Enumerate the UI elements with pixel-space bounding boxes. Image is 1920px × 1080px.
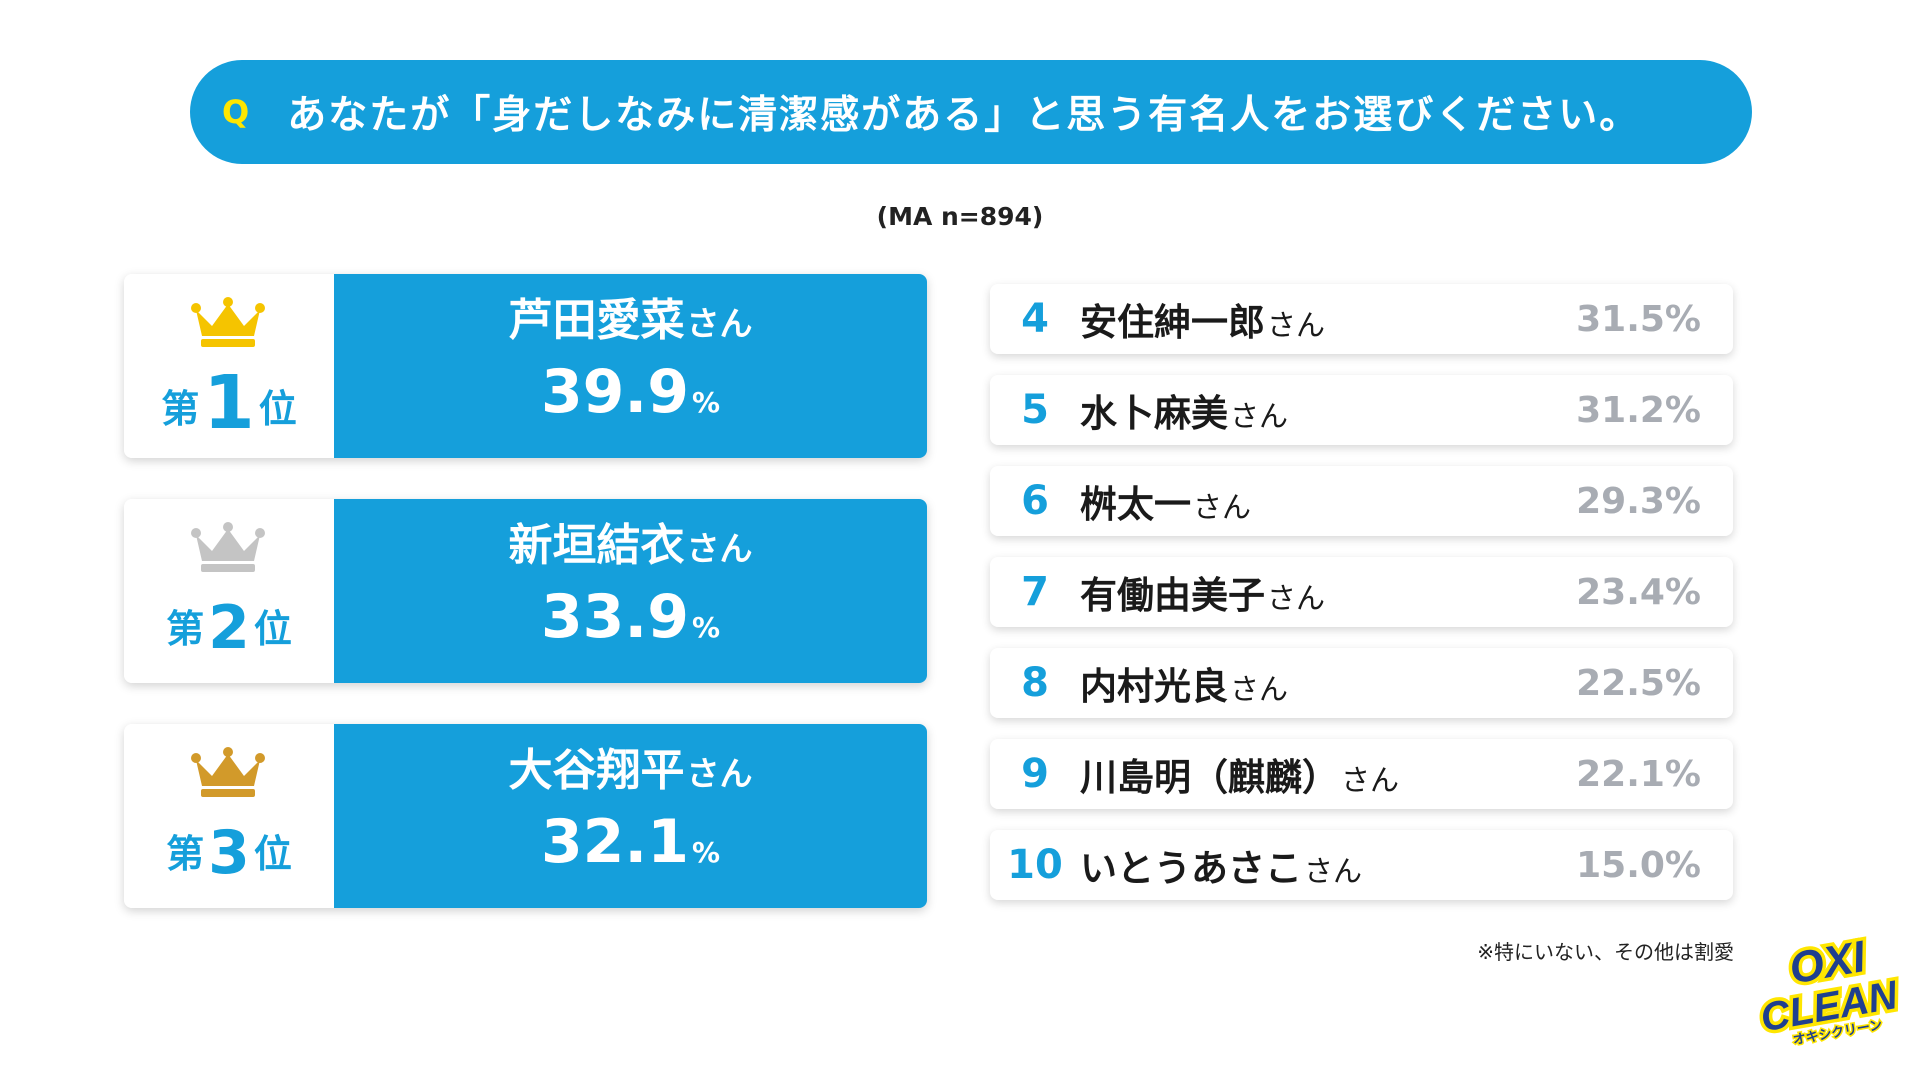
- silver-crown-icon: [191, 522, 265, 572]
- name-text: 大谷翔平: [508, 745, 685, 796]
- rank-row-9: 9 川島明（麒麟）さん 22.1%: [990, 739, 1733, 809]
- rank-badge-1: 第1 位: [124, 274, 334, 458]
- rank-number: 3: [208, 818, 250, 888]
- rank-prefix: 第: [161, 387, 200, 431]
- rank-number: 6: [1021, 478, 1049, 524]
- percentage-2: 33.9%: [541, 579, 720, 666]
- name-suffix: さん: [1267, 308, 1326, 342]
- celebrity-name: いとうあさこさん: [1080, 838, 1541, 892]
- percentage-value: 22.5%: [1576, 662, 1701, 704]
- celebrity-name: 川島明（麒麟）さん: [1080, 747, 1541, 801]
- rank-card-2: 第2 位 新垣結衣さん 33.9%: [124, 499, 927, 683]
- rank-number: 10: [1007, 842, 1063, 888]
- name-text: いとうあさこ: [1080, 847, 1302, 890]
- celebrity-name: 水卜麻美さん: [1080, 383, 1541, 437]
- rank-badge-2: 第2 位: [124, 499, 334, 683]
- gold-crown-icon: [191, 297, 265, 347]
- percentage-1: 39.9%: [541, 354, 720, 441]
- percentage-value: 22.1%: [1576, 753, 1701, 795]
- bronze-crown-icon: [191, 747, 265, 797]
- name-text: 水卜麻美: [1080, 392, 1228, 435]
- question-mark-label: Q: [222, 93, 250, 131]
- rank-info-1: 芦田愛菜さん 39.9%: [334, 274, 927, 458]
- rank-number: 9: [1021, 751, 1049, 797]
- rank-number: 4: [1021, 296, 1049, 342]
- rank-number: 7: [1021, 569, 1049, 615]
- name-suffix: さん: [686, 754, 753, 793]
- name-text: 有働由美子: [1080, 574, 1265, 617]
- name-suffix: さん: [1193, 490, 1252, 524]
- percentage-value: 33.9: [540, 582, 689, 652]
- rank-suffix: 位: [253, 607, 292, 651]
- rank-label-2: 第2 位: [124, 593, 334, 663]
- percentage-value: 15.0%: [1576, 844, 1701, 886]
- rank-row-7: 7 有働由美子さん 23.4%: [990, 557, 1733, 627]
- percentage-3: 32.1%: [541, 804, 720, 891]
- rank-label-3: 第3 位: [124, 818, 334, 888]
- name-suffix: さん: [686, 304, 753, 343]
- percentage-value: 32.1: [540, 807, 689, 877]
- rank-prefix: 第: [166, 607, 205, 651]
- rank-number: 5: [1021, 387, 1049, 433]
- percentage-value: 39.9: [540, 357, 689, 427]
- percentage-value: 29.3%: [1576, 480, 1701, 522]
- name-text: 桝太一: [1080, 483, 1191, 526]
- question-text: あなたが「身だしなみに清潔感がある」と思う有名人をお選びください。: [287, 93, 1641, 138]
- name-suffix: さん: [1304, 854, 1363, 888]
- celebrity-name-3: 大谷翔平さん: [509, 741, 753, 804]
- name-suffix: さん: [1230, 672, 1289, 706]
- name-text: 内村光良: [1080, 665, 1228, 708]
- percentage-value: 31.2%: [1576, 389, 1701, 431]
- rank-card-3: 第3 位 大谷翔平さん 32.1%: [124, 724, 927, 908]
- rank-row-4: 4 安住紳一郎さん 31.5%: [990, 284, 1733, 354]
- percentage-value: 31.5%: [1576, 298, 1701, 340]
- rank-row-10: 10 いとうあさこさん 15.0%: [990, 830, 1733, 900]
- name-suffix: さん: [686, 529, 753, 568]
- question-banner: Q あなたが「身だしなみに清潔感がある」と思う有名人をお選びください。: [190, 60, 1752, 164]
- rank-suffix: 位: [258, 387, 297, 431]
- oxiclean-logo: OXI CLEAN オキシクリーン: [1754, 930, 1905, 1050]
- name-text: 芦田愛菜: [508, 295, 685, 346]
- celebrity-name-1: 芦田愛菜さん: [509, 291, 753, 354]
- celebrity-name: 内村光良さん: [1080, 656, 1541, 710]
- rank-number: 8: [1021, 660, 1049, 706]
- percentage-unit: %: [691, 386, 721, 419]
- rank-label-1: 第1 位: [124, 366, 334, 440]
- rank-row-5: 5 水卜麻美さん 31.2%: [990, 375, 1733, 445]
- name-text: 川島明（麒麟）: [1080, 756, 1339, 799]
- rank-suffix: 位: [253, 832, 292, 876]
- rank-info-2: 新垣結衣さん 33.9%: [334, 499, 927, 683]
- celebrity-name: 桝太一さん: [1080, 474, 1541, 528]
- name-text: 安住紳一郎: [1080, 301, 1265, 344]
- rank-card-1: 第1 位 芦田愛菜さん 39.9%: [124, 274, 927, 458]
- celebrity-name-2: 新垣結衣さん: [509, 516, 753, 579]
- rank-number: 2: [208, 593, 250, 663]
- name-suffix: さん: [1341, 763, 1400, 797]
- rank-badge-3: 第3 位: [124, 724, 334, 908]
- name-suffix: さん: [1267, 581, 1326, 615]
- rank-row-6: 6 桝太一さん 29.3%: [990, 466, 1733, 536]
- rank-row-8: 8 内村光良さん 22.5%: [990, 648, 1733, 718]
- percentage-unit: %: [691, 611, 721, 644]
- rank-prefix: 第: [166, 832, 205, 876]
- percentage-unit: %: [691, 836, 721, 869]
- celebrity-name: 有働由美子さん: [1080, 565, 1541, 619]
- percentage-value: 23.4%: [1576, 571, 1701, 613]
- rank-number: 1: [203, 360, 255, 446]
- footnote: ※特にいない、その他は割愛: [1477, 940, 1734, 964]
- rank-info-3: 大谷翔平さん 32.1%: [334, 724, 927, 908]
- sample-size-note: (MA n=894): [876, 202, 1044, 231]
- name-suffix: さん: [1230, 399, 1289, 433]
- name-text: 新垣結衣: [508, 520, 685, 571]
- celebrity-name: 安住紳一郎さん: [1080, 292, 1541, 346]
